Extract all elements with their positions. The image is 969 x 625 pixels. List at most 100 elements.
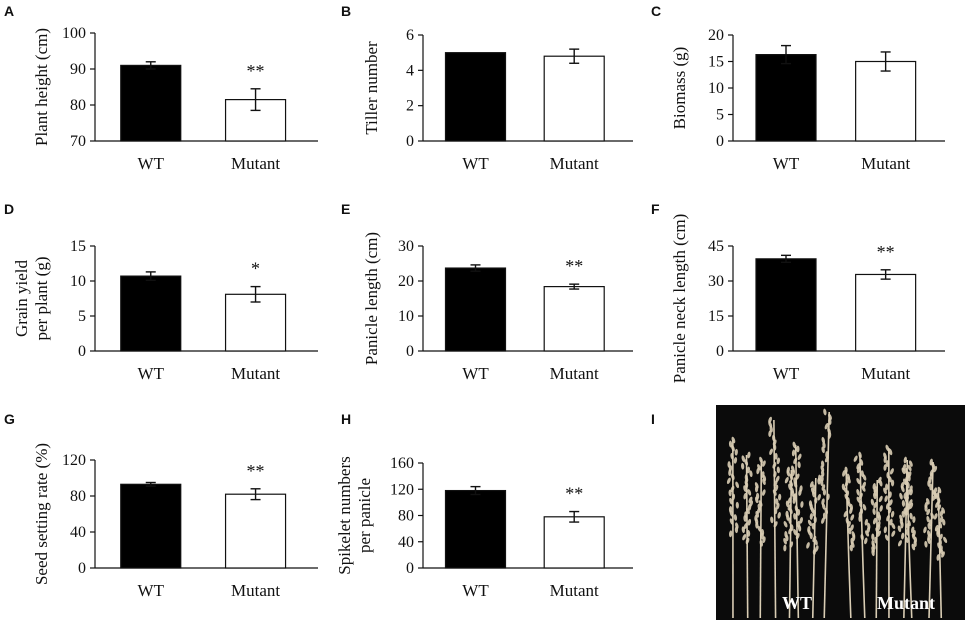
x-category-label: WT: [462, 581, 489, 600]
panicle-grain: [942, 518, 946, 526]
chart-panel-a: A 70 80 90 100 Plant height (cm) WT ** Mutant: [4, 3, 318, 173]
panicle-grain: [874, 536, 878, 544]
panicle-grain: [907, 464, 912, 472]
panicle-grain: [904, 509, 908, 517]
panicle-grain: [859, 459, 864, 466]
y-tick-label: 10: [70, 273, 86, 290]
panicle-grain: [850, 514, 855, 521]
panicle-grain: [878, 479, 883, 487]
panicle-grain: [742, 534, 747, 541]
significance-mark: **: [247, 461, 265, 481]
panicle-grain: [864, 518, 868, 526]
panicle-grain: [858, 492, 863, 500]
bar-mutant: [855, 273, 917, 352]
panicle-grain: [743, 522, 748, 530]
y-tick-label: 5: [78, 308, 86, 325]
panicle-grain: [941, 551, 945, 558]
y-tick-label: 40: [70, 524, 86, 541]
panicle-grain: [927, 537, 931, 544]
y-tick-label: 0: [406, 560, 414, 577]
panicle-grain: [885, 460, 889, 467]
y-tick-label: 6: [406, 27, 414, 44]
panicle-grain: [938, 533, 943, 541]
panicle-grain: [820, 465, 825, 472]
panicle-grain: [743, 485, 747, 492]
panicle-grain: [783, 544, 787, 552]
panicle-grain: [788, 527, 792, 535]
panicle-grain: [729, 518, 734, 525]
panicle-grain: [776, 457, 781, 465]
x-category-label: WT: [773, 364, 800, 383]
panicle-grain: [796, 509, 801, 516]
panicle-grain: [728, 469, 732, 477]
panicle-grain: [876, 530, 881, 537]
panicle-grain: [821, 498, 825, 506]
panicle-grain: [759, 539, 764, 547]
panicle-grain: [936, 554, 940, 561]
panicle-grain: [888, 499, 893, 506]
y-tick-label: 80: [70, 488, 86, 505]
panicle-grain: [798, 489, 802, 496]
panicle-grain: [747, 518, 752, 526]
y-tick-label: 120: [62, 452, 86, 469]
panicle-grain: [788, 507, 793, 514]
y-tick-label: 100: [62, 25, 86, 42]
chart-panel-h: H 0 40 80 120 160 Spikelet numbers per panicle W…: [335, 411, 633, 600]
chart-panel-b: B 0 2 4 6 Tiller number WT Mutant: [341, 3, 633, 173]
panicle-grain: [883, 464, 887, 471]
panicle-grain: [743, 515, 747, 522]
x-category-label: WT: [462, 154, 489, 173]
chart-panel-g: G 0 40 80 120 Seed setting rate (%) WT ** Mutant: [4, 411, 318, 600]
panicle-grain: [909, 512, 913, 520]
panicle-grain: [734, 448, 738, 456]
panicle-grain: [938, 521, 943, 529]
significance-mark: **: [565, 484, 583, 504]
panicle-grain: [762, 536, 766, 544]
panicle-grain: [746, 466, 751, 474]
x-category-label: Mutant: [861, 364, 910, 383]
panicle-grain: [795, 532, 800, 540]
panicle-grain: [745, 507, 750, 515]
panicle-grain: [809, 513, 813, 520]
panel-letter: H: [341, 411, 351, 427]
panicle-grain: [769, 448, 773, 456]
y-tick-label: 0: [406, 343, 414, 360]
panicle-grain: [757, 525, 762, 532]
x-category-label: WT: [462, 364, 489, 383]
panel-letter: A: [4, 3, 14, 19]
panicle-grain: [856, 489, 860, 496]
panicle-grain: [879, 505, 883, 512]
panicle-grain: [929, 483, 933, 491]
panicle-grain: [774, 507, 778, 515]
panicle-grain: [844, 480, 849, 487]
panicle-grain: [858, 515, 862, 522]
panicle-grain: [890, 510, 895, 518]
x-category-label: WT: [138, 364, 165, 383]
y-axis-label: Plant height (cm): [32, 28, 51, 146]
panel-letter: I: [651, 411, 655, 427]
panicle-grain: [788, 517, 792, 525]
x-category-label: Mutant: [550, 154, 599, 173]
panicle-grain: [858, 451, 862, 459]
panicle-grain: [754, 485, 759, 493]
panicle-grain: [862, 474, 867, 481]
panicle-grain: [807, 519, 812, 527]
photo-label-mutant: Mutant: [877, 593, 935, 613]
panicle-grain: [747, 503, 752, 511]
bar-wt: [120, 275, 182, 352]
panicle-grain: [762, 460, 766, 467]
panicle-grain: [888, 475, 892, 483]
y-axis-label: Tiller number: [362, 41, 381, 135]
panicle-stem: [845, 469, 852, 619]
panicle-grain: [856, 466, 861, 474]
panicle-grain: [770, 516, 774, 524]
bar-mutant: [224, 493, 287, 569]
panicle-grain: [789, 480, 794, 487]
panicle-grain: [856, 477, 861, 485]
bar-wt: [120, 483, 182, 569]
panicle-grain: [791, 469, 796, 477]
panicle-grain: [783, 521, 788, 528]
panicle-grain: [888, 448, 893, 456]
panicle-grain: [901, 500, 906, 507]
panicle-grain: [883, 526, 887, 534]
